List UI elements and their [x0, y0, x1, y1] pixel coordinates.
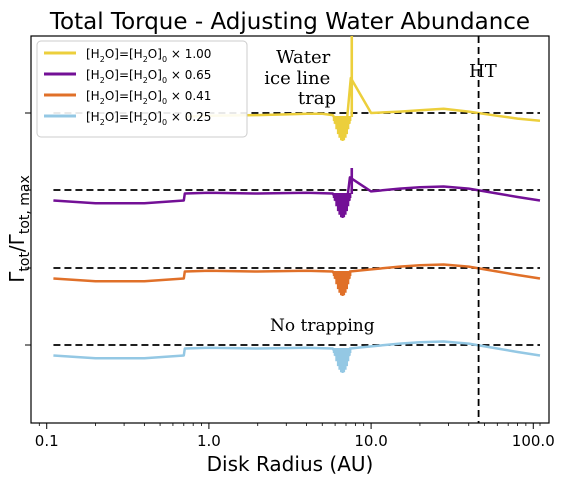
series-line-0	[186, 76, 541, 132]
legend-text-part: 0	[162, 97, 167, 106]
legend-text-part: 2	[100, 97, 105, 106]
y-label-gamma: Γ	[5, 271, 29, 283]
legend-text-part: 2	[100, 76, 105, 85]
annotation-no-trapping: No trapping	[270, 316, 375, 336]
legend-text-part: × 0.41	[167, 89, 211, 103]
x-tick-label-3: 100.0	[512, 432, 555, 450]
y-label-sub-tot-max: tot, max	[17, 175, 33, 234]
legend-label-2: [H2O]=[H2O]0 × 0.41	[86, 89, 211, 106]
series-line-1	[53, 176, 541, 211]
legend-text-part: 2	[143, 97, 148, 106]
y-label-sub-tot: tot	[17, 252, 33, 272]
y-axis-ticks	[25, 112, 31, 346]
legend-text-part: O]	[148, 68, 162, 82]
legend-text-part: 0	[162, 76, 167, 85]
legend-text-part: 0	[162, 55, 167, 64]
legend-text-part: O]=[H	[105, 47, 143, 61]
annotation-ht: HT	[469, 61, 497, 82]
legend-text-part: [H	[86, 110, 100, 124]
legend-text-part: 2	[143, 76, 148, 85]
series-spikes-0	[332, 36, 354, 141]
chart-title: Total Torque - Adjusting Water Abundance	[49, 9, 530, 35]
legend-text-part: × 0.65	[167, 68, 211, 82]
legend-label-1: [H2O]=[H2O]0 × 0.65	[86, 68, 211, 85]
annotation-line-3: trap	[298, 88, 336, 109]
legend-box	[36, 40, 248, 138]
legend-text-part: O]	[148, 89, 162, 103]
legend-text-part: × 1.00	[167, 47, 211, 61]
series-spikes-3	[332, 348, 352, 373]
legend-text-part: O]	[148, 110, 162, 124]
legend-text-part: × 0.25	[167, 110, 211, 124]
legend-text-part: O]=[H	[105, 68, 143, 82]
legend-text-part: 2	[143, 55, 148, 64]
legend-text-part: 2	[100, 118, 105, 127]
legend-text-part: 2	[100, 55, 105, 64]
annotation-line-1: Water	[276, 47, 331, 68]
legend-text-part: [H	[86, 89, 100, 103]
annotation-water-ice-line-trap: Water ice line trap	[264, 47, 336, 109]
plot-frame	[30, 35, 550, 424]
legend-text-part: O]	[148, 47, 162, 61]
annotation-line-2: ice line	[264, 68, 330, 89]
reference-lines	[53, 112, 540, 346]
legend: [H2O]=[H2O]0 × 1.00[H2O]=[H2O]0 × 0.65[H…	[36, 40, 248, 138]
spike-dip-1	[332, 193, 352, 218]
legend-label-3: [H2O]=[H2O]0 × 0.25	[86, 110, 211, 127]
x-tick-label-0: 0.1	[35, 432, 59, 450]
spike-dip-2	[332, 271, 352, 296]
x-tick-label-2: 10.0	[354, 432, 387, 450]
legend-text-part: 0	[162, 118, 167, 127]
series-spikes-2	[332, 271, 352, 296]
legend-text-part: [H	[86, 68, 100, 82]
spike-dip-3	[332, 348, 352, 373]
series-group	[53, 36, 541, 373]
legend-text-part: O]=[H	[105, 89, 143, 103]
series-spikes-1	[332, 168, 354, 218]
legend-label-0: [H2O]=[H2O]0 × 1.00	[86, 47, 211, 64]
x-axis-label: Disk Radius (AU)	[207, 452, 374, 476]
spike-dip-0	[332, 116, 352, 141]
x-tick-label-1: 1.0	[197, 432, 221, 450]
y-axis-label: Γtot/Γtot, max	[5, 175, 33, 283]
legend-text-part: O]=[H	[105, 110, 143, 124]
legend-text-part: [H	[86, 47, 100, 61]
x-axis-ticks: 0.1 1.0 10.0 100.0	[35, 423, 555, 450]
legend-text-part: 2	[143, 118, 148, 127]
y-label-slash-gamma: /Γ	[5, 233, 29, 252]
